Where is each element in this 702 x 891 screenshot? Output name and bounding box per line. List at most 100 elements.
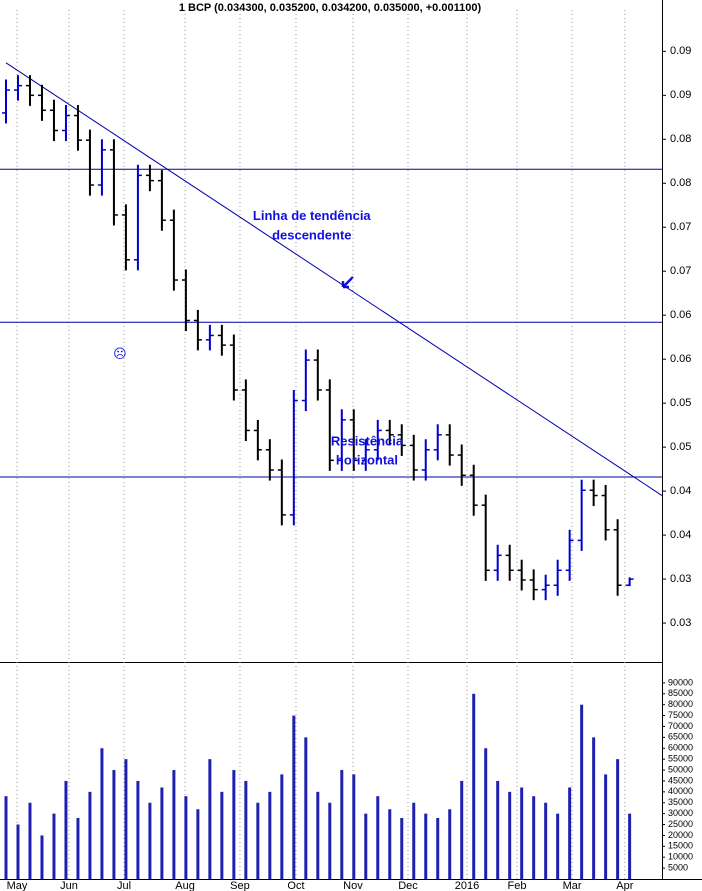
- volume-bar: [256, 802, 260, 879]
- volume-bar: [628, 813, 632, 879]
- volume-bar: [544, 802, 548, 879]
- volume-bar: [196, 809, 200, 879]
- volume-tick-label: 85000: [668, 688, 693, 698]
- volume-bar: [112, 770, 116, 879]
- volume-bar: [184, 796, 188, 879]
- y-tick-label: 0.08: [670, 133, 691, 145]
- volume-bar: [160, 787, 164, 879]
- volume-bar: [172, 770, 176, 879]
- volume-bar: [328, 802, 332, 879]
- y-tick-label: 0.04: [670, 529, 691, 541]
- volume-tick-label: 40000: [668, 786, 693, 796]
- volume-bar: [100, 748, 104, 879]
- x-tick-label: May: [7, 880, 28, 891]
- volume-bar: [316, 791, 320, 879]
- x-tick-label: Jul: [117, 880, 131, 891]
- volume-tick-label: 50000: [668, 764, 693, 774]
- volume-bar: [616, 759, 620, 879]
- volume-bar: [604, 774, 608, 879]
- volume-bar: [52, 813, 56, 879]
- x-tick-label: Nov: [343, 880, 363, 891]
- volume-bar: [460, 780, 464, 879]
- volume-tick-label: 10000: [668, 852, 693, 862]
- volume-bar: [532, 796, 536, 879]
- volume-tick-label: 65000: [668, 732, 693, 742]
- volume-bar: [232, 770, 236, 879]
- volume-bar: [448, 809, 452, 879]
- volume-bar: [496, 780, 500, 879]
- x-tick-label: Apr: [616, 880, 633, 891]
- volume-bar: [472, 693, 476, 879]
- marks: [0, 62, 663, 879]
- x-tick-label: Dec: [398, 880, 418, 891]
- x-tick-label: Aug: [175, 880, 195, 891]
- y-tick-label: 0.05: [670, 397, 691, 409]
- volume-bar: [568, 787, 572, 879]
- volume-tick-label: 30000: [668, 808, 693, 818]
- annotation: Resistência: [331, 433, 404, 448]
- volume-bar: [268, 791, 272, 879]
- y-tick-label: 0.08: [670, 177, 691, 189]
- volume-bar: [280, 774, 284, 879]
- y-tick-label: 0.06: [670, 353, 691, 365]
- volume-bar: [136, 780, 140, 879]
- annotation: Linha de tendência: [253, 208, 372, 223]
- volume-bar: [64, 780, 68, 879]
- volume-tick-label: 75000: [668, 710, 693, 720]
- x-tick-label: Feb: [508, 880, 527, 891]
- x-tick-label: Sep: [230, 880, 250, 891]
- volume-bar: [340, 770, 344, 879]
- volume-tick-label: 15000: [668, 841, 693, 851]
- volume-bar: [304, 737, 308, 879]
- volume-bar: [400, 817, 404, 879]
- volume-bar: [436, 817, 440, 879]
- volume-bar: [484, 748, 488, 879]
- x-tick-label: Jun: [60, 880, 78, 891]
- volume-tick-label: 80000: [668, 699, 693, 709]
- volume-bar: [352, 774, 356, 879]
- volume-bar: [556, 813, 560, 879]
- volume-bar: [244, 780, 248, 879]
- y-tick-label: 0.09: [670, 89, 691, 101]
- volume-bar: [592, 737, 596, 879]
- volume-tick-label: 5000: [668, 862, 688, 872]
- volume-tick-label: 45000: [668, 775, 693, 785]
- y-tick-label: 0.06: [670, 309, 691, 321]
- volume-bar: [388, 809, 392, 879]
- volume-bar: [580, 704, 584, 879]
- volume-bar: [208, 759, 212, 879]
- volume-tick-label: 20000: [668, 830, 693, 840]
- y-tick-label: 0.03: [670, 573, 691, 585]
- annotation: horizontal: [336, 453, 398, 468]
- volume-bar: [364, 813, 368, 879]
- y-tick-label: 0.04: [670, 485, 691, 497]
- volume-tick-label: 70000: [668, 721, 693, 731]
- volume-bar: [4, 796, 8, 879]
- trend-line: [5, 62, 663, 496]
- volume-bar: [376, 796, 380, 879]
- volume-bar: [220, 791, 224, 879]
- y-tick-label: 0.03: [670, 617, 691, 629]
- volume-bar: [148, 802, 152, 879]
- y-tick-label: 0.09: [670, 45, 691, 57]
- volume-bar: [16, 824, 20, 879]
- volume-bar: [520, 787, 524, 879]
- volume-bar: [88, 791, 92, 879]
- volume-tick-label: 25000: [668, 819, 693, 829]
- volume-tick-label: 90000: [668, 677, 693, 687]
- volume-bar: [292, 715, 296, 879]
- x-tick-label: 2016: [455, 880, 479, 891]
- y-tick-label: 0.05: [670, 441, 691, 453]
- y-tick-label: 0.07: [670, 265, 691, 277]
- volume-tick-label: 55000: [668, 754, 693, 764]
- volume-bar: [28, 802, 32, 879]
- x-tick-label: Oct: [287, 880, 304, 891]
- volume-bar: [508, 791, 512, 879]
- volume-bar: [424, 813, 428, 879]
- volume-tick-label: 60000: [668, 743, 693, 753]
- x-tick-label: Mar: [563, 880, 582, 891]
- chart-title: 1 BCP (0.034300, 0.035200, 0.034200, 0.0…: [179, 2, 482, 14]
- volume-bar: [40, 835, 44, 879]
